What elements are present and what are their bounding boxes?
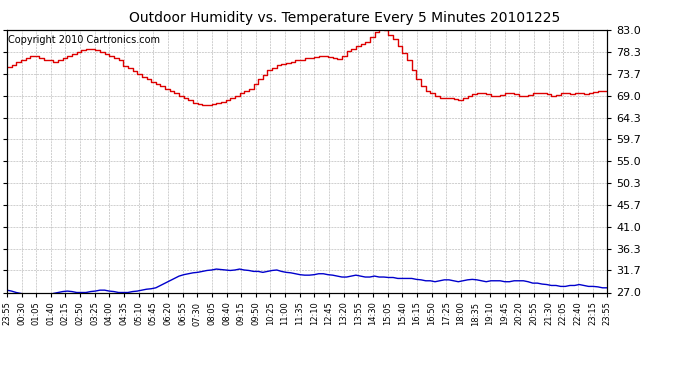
Text: Outdoor Humidity vs. Temperature Every 5 Minutes 20101225: Outdoor Humidity vs. Temperature Every 5… xyxy=(130,11,560,25)
Text: Copyright 2010 Cartronics.com: Copyright 2010 Cartronics.com xyxy=(8,35,160,45)
